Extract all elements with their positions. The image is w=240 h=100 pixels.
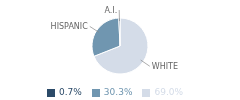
svg-text:A.I.: A.I. xyxy=(104,6,117,15)
html-text:0.7%: 0.7% xyxy=(59,87,82,97)
svg-text:WHITE: WHITE xyxy=(152,62,178,71)
html-text:30.3%: 30.3% xyxy=(103,87,133,97)
svg-text:HISPANIC: HISPANIC xyxy=(51,22,89,31)
html-text:69.0%: 69.0% xyxy=(154,87,183,97)
